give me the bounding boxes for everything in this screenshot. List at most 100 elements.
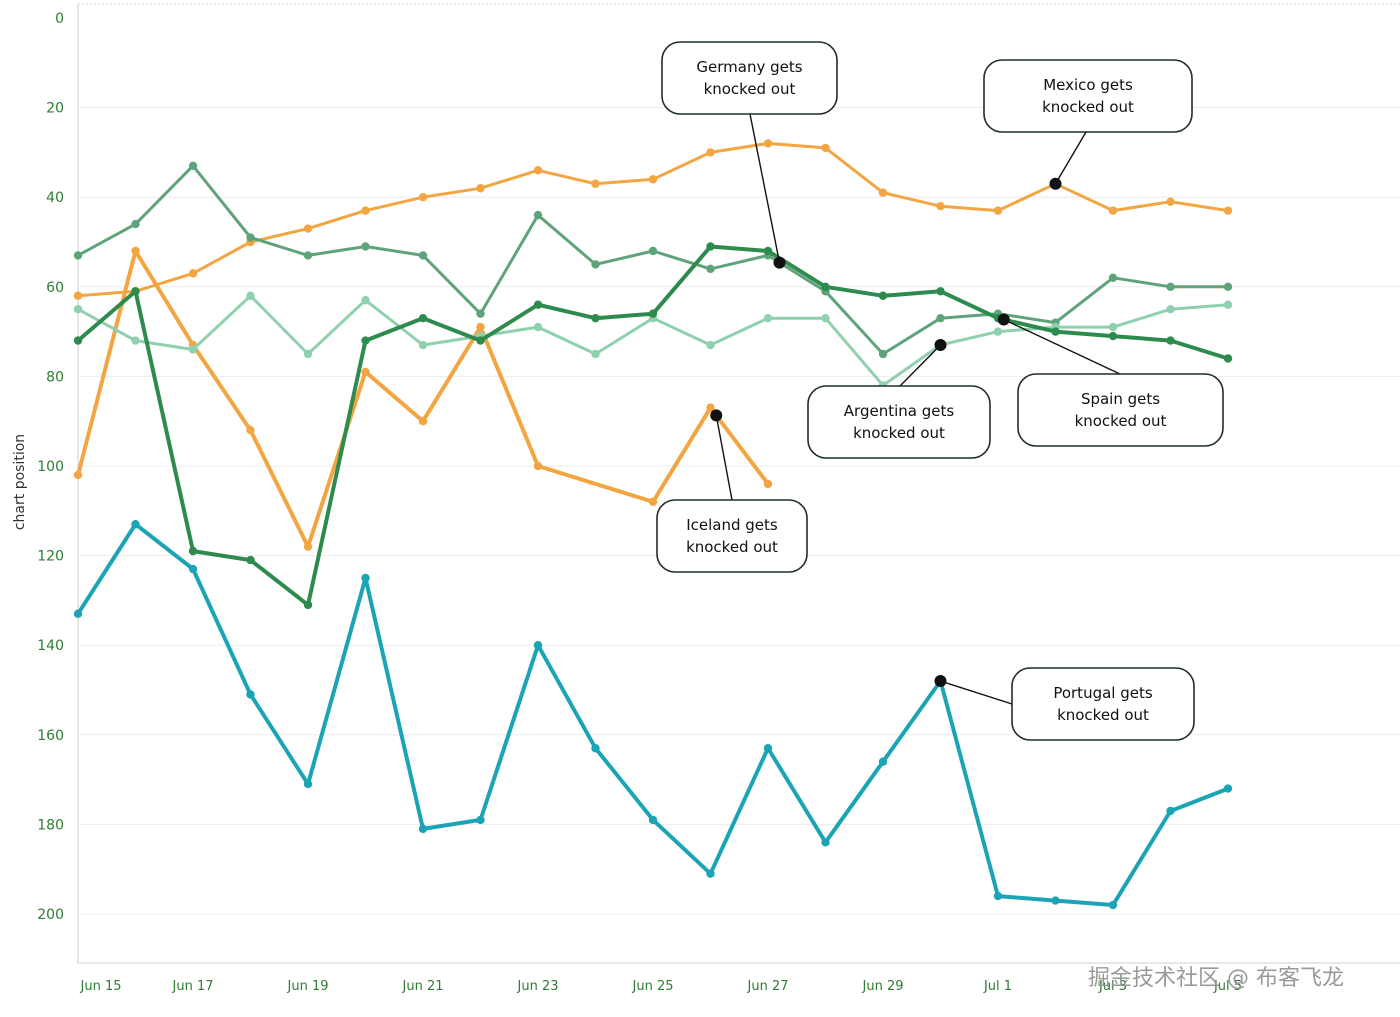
data-point [303,542,313,551]
data-point [821,313,830,323]
data-point [1166,305,1175,314]
data-point [591,179,600,188]
annotation-text: Mexico gets [1043,76,1133,94]
annotation-text: knocked out [853,424,945,442]
data-point [188,269,198,278]
annotation-leader [899,344,941,387]
data-point [763,744,773,753]
data-point [131,287,140,296]
data-point [476,322,485,332]
annotation-box [1011,667,1195,741]
data-point [993,206,1003,215]
data-point [361,206,370,215]
annotation-box [983,59,1193,133]
data-point [533,210,543,220]
data-point [1108,206,1118,215]
data-point [246,291,255,300]
x-tick-label: Jun 15 [80,979,122,994]
data-point [878,291,888,300]
annotation-text: knocked out [1057,706,1149,724]
annotation-text: Argentina gets [844,402,955,420]
data-point [648,246,658,256]
annotation-germany: Germany gets knocked out [661,41,838,269]
data-point [591,349,600,359]
data-point [476,309,485,318]
annotation-leader [1003,318,1121,375]
y-tick-label: 20 [46,101,64,117]
data-point [131,246,140,256]
y-tick-label: 120 [37,549,64,565]
annotation-portugal: Portugal gets knocked out [934,667,1195,741]
data-point [303,779,313,789]
data-point [418,313,428,323]
data-point [188,345,198,354]
data-point [706,340,715,350]
series-spain [73,242,1233,610]
data-point [993,327,1003,336]
data-point [1166,197,1175,206]
data-point [1166,336,1175,345]
annotation-iceland: Iceland gets knocked out [656,409,808,573]
annotation-text: Portugal gets [1053,684,1153,702]
annotation-text: knocked out [1042,98,1134,116]
data-point [1108,322,1118,332]
annotations: Germany gets knocked out Mexico gets knocke… [656,41,1224,741]
data-point [533,641,543,650]
data-point [303,224,313,233]
annotation-text: Germany gets [696,58,802,76]
data-point [246,555,255,565]
x-tick-label: Jul 1 [983,979,1012,994]
data-point [706,242,715,251]
data-point [936,287,945,296]
x-tick-label: Jun 19 [287,979,329,994]
data-point [246,690,255,699]
data-point [73,470,83,480]
data-point [648,309,658,318]
data-point [1223,784,1233,793]
data-point [1166,282,1175,291]
x-tick-label: Jul 3 [1098,979,1127,994]
data-point [131,219,140,229]
data-point [878,757,888,766]
x-tick-label: Jun 17 [172,979,214,994]
data-point [361,573,370,583]
data-point [188,161,198,171]
watermark: 掘金技术社区 @ 布客飞龙 [1088,966,1344,991]
x-tick-label: Jun 27 [747,979,789,994]
data-point [361,336,370,345]
data-point [591,313,600,323]
data-point [476,184,485,193]
annotation-marker [710,409,723,422]
data-point [533,461,543,471]
x-axis: Jun 15 Jun 17 Jun 19 Jun 21 Jun 23 Jun 25 Jun … [80,979,1243,994]
annotation-box [661,41,838,115]
data-point [821,143,830,153]
series-iceland [73,246,773,551]
annotation-text: Spain gets [1081,390,1160,408]
data-point [188,546,198,556]
series-mexico [73,139,1233,300]
data-point [1223,206,1233,215]
y-tick-label: 160 [37,728,64,744]
data-point [361,242,370,251]
data-point [188,564,198,574]
annotation-marker [934,675,947,688]
data-point [706,148,715,157]
data-point [73,336,83,345]
data-point [1051,896,1060,905]
data-point [418,417,428,426]
annotation-box [807,385,991,459]
data-point [1223,282,1233,291]
data-point [131,520,140,529]
data-point [648,497,658,507]
data-point [1223,300,1233,309]
data-point [706,403,715,412]
x-tick-label: Jul 5 [1213,979,1242,994]
data-point [1223,354,1233,363]
annotation-marker [934,339,947,352]
data-point [533,322,543,332]
gridlines [77,3,1400,964]
data-point [361,367,370,377]
y-tick-label: 60 [46,280,64,296]
